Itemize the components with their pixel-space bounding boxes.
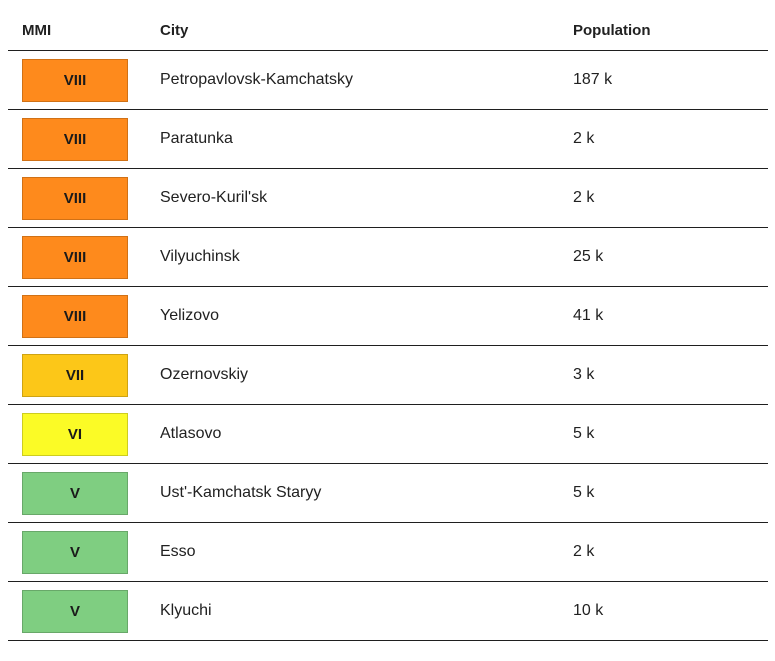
table-row: V Ust'-Kamchatsk Staryy 5 k (8, 464, 768, 523)
mmi-badge: VIII (22, 176, 128, 220)
city-name: Esso (160, 543, 196, 560)
city-name: Petropavlovsk-Kamchatsky (160, 71, 353, 88)
city-intensity-table: MMI City Population VIII Petropavlovsk-K… (8, 10, 768, 641)
mmi-badge: VIII (22, 235, 128, 279)
table-row: VIII Severo-Kuril'sk 2 k (8, 169, 768, 228)
population-value: 187 k (573, 71, 613, 88)
population-value: 3 k (573, 366, 595, 383)
city-name: Atlasovo (160, 425, 222, 442)
city-name: Vilyuchinsk (160, 248, 240, 265)
population-value: 5 k (573, 484, 595, 501)
table-row: V Klyuchi 10 k (8, 582, 768, 641)
table-row: VI Atlasovo 5 k (8, 405, 768, 464)
mmi-badge: V (22, 589, 128, 633)
mmi-badge: VIII (22, 58, 128, 102)
table-row: VIII Yelizovo 41 k (8, 287, 768, 346)
city-name: Severo-Kuril'sk (160, 189, 268, 206)
mmi-badge: V (22, 471, 128, 515)
mmi-badge: VII (22, 353, 128, 397)
city-name: Klyuchi (160, 602, 212, 619)
population-value: 25 k (573, 248, 604, 265)
table-header: MMI City Population (8, 10, 768, 51)
city-name: Ozernovskiy (160, 366, 249, 383)
population-value: 10 k (573, 602, 604, 619)
mmi-badge: VIII (22, 117, 128, 161)
header-population[interactable]: Population (573, 21, 651, 39)
population-value: 2 k (573, 189, 595, 206)
table-row: VIII Vilyuchinsk 25 k (8, 228, 768, 287)
city-name: Yelizovo (160, 307, 220, 324)
population-value: 5 k (573, 425, 595, 442)
city-name: Paratunka (160, 130, 233, 147)
header-city[interactable]: City (160, 21, 189, 39)
city-name: Ust'-Kamchatsk Staryy (160, 484, 322, 501)
table-row: VIII Paratunka 2 k (8, 110, 768, 169)
header-mmi[interactable]: MMI (22, 21, 52, 39)
population-value: 2 k (573, 543, 595, 560)
table-row: VII Ozernovskiy 3 k (8, 346, 768, 405)
table-row: V Esso 2 k (8, 523, 768, 582)
population-value: 2 k (573, 130, 595, 147)
mmi-badge: VIII (22, 294, 128, 338)
mmi-badge: VI (22, 412, 128, 456)
population-value: 41 k (573, 307, 604, 324)
mmi-badge: V (22, 530, 128, 574)
table-row: VIII Petropavlovsk-Kamchatsky 187 k (8, 51, 768, 110)
